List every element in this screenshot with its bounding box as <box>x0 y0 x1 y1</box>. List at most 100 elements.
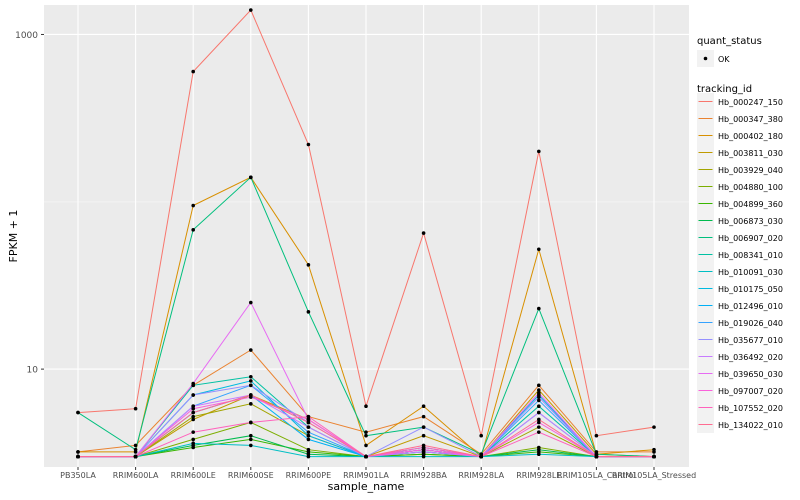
data-point <box>306 420 311 425</box>
data-point <box>249 8 253 12</box>
data-point <box>249 393 253 397</box>
data-point <box>421 433 426 438</box>
data-point <box>537 388 541 392</box>
data-point <box>421 443 426 448</box>
legend-series-label: Hb_019026_040 <box>718 319 783 328</box>
y-axis: 10 1000 <box>15 31 44 376</box>
data-point <box>537 404 541 409</box>
data-point <box>364 454 368 459</box>
data-point <box>306 263 311 267</box>
legend-series-label: Hb_035677_010 <box>718 336 783 345</box>
x-tick-label: RRIM105LA_Stressed <box>612 471 696 480</box>
legend-series-label: Hb_000347_380 <box>718 115 783 124</box>
legend-point-key <box>703 56 708 61</box>
data-point <box>306 417 311 422</box>
data-point <box>76 410 80 415</box>
data-point <box>306 430 311 434</box>
legend-series-label: Hb_000247_150 <box>718 98 783 107</box>
x-axis: PB350LA RRIM600LA RRIM600LE RRIM600SE RRIM60… <box>60 467 696 480</box>
data-point <box>191 404 195 409</box>
data-point <box>537 395 541 399</box>
data-point <box>306 414 311 419</box>
data-point <box>191 410 195 415</box>
legend-series-label: Hb_006873_030 <box>718 217 783 226</box>
data-point <box>191 228 195 232</box>
y-tick-label: 10 <box>27 366 39 376</box>
data-point <box>191 414 195 419</box>
data-point <box>191 441 195 446</box>
legend-quant-status-label: OK <box>718 55 730 64</box>
legend-series-label: Hb_036492_020 <box>718 353 783 362</box>
data-point <box>364 430 368 434</box>
data-point <box>537 447 541 452</box>
x-tick-label: RRIM928BA <box>400 471 447 480</box>
data-point <box>479 433 484 438</box>
data-point <box>191 69 195 74</box>
data-points <box>76 8 656 459</box>
data-point <box>364 433 368 438</box>
data-point <box>652 454 656 459</box>
data-point <box>306 454 311 459</box>
data-point <box>421 231 426 235</box>
data-point <box>249 379 253 383</box>
legend-series-label: Hb_134022_010 <box>718 421 783 430</box>
legend-series-label: Hb_010175_050 <box>718 285 783 294</box>
data-point <box>537 247 541 252</box>
y-axis-title: FPKM + 1 <box>7 210 20 263</box>
data-point <box>133 454 138 459</box>
x-tick-label: RRIM105LA_Control <box>557 471 636 480</box>
legend-series-label: Hb_010091_030 <box>718 268 783 277</box>
data-point <box>306 437 311 442</box>
data-point <box>421 454 426 459</box>
legend-series-label: Hb_097007_020 <box>718 387 783 396</box>
data-point <box>421 404 426 409</box>
data-point <box>537 398 541 403</box>
data-point <box>306 425 311 429</box>
legend-series-label: Hb_006907_020 <box>718 234 783 243</box>
legend-tracking-id-title: tracking_id <box>697 84 752 95</box>
data-point <box>306 142 311 147</box>
data-point <box>249 437 253 442</box>
data-point <box>537 417 541 422</box>
data-point <box>364 443 368 448</box>
data-point <box>537 383 541 388</box>
data-point <box>191 203 195 208</box>
x-tick-label: RRIM928LA <box>458 471 504 480</box>
data-point <box>306 310 311 314</box>
data-point <box>191 417 195 422</box>
x-tick-label: RRIM901LA <box>343 471 389 480</box>
data-point <box>594 454 599 459</box>
legend-series-label: Hb_000402_180 <box>718 132 783 141</box>
data-point <box>133 447 138 452</box>
data-point <box>364 404 368 409</box>
data-point <box>249 300 253 305</box>
data-point <box>249 374 253 379</box>
legend-series-label: Hb_003811_030 <box>718 149 783 158</box>
data-point <box>191 381 195 386</box>
data-point <box>133 443 138 448</box>
y-tick-label: 1000 <box>15 31 38 41</box>
data-point <box>249 433 253 438</box>
data-point <box>76 454 80 459</box>
legend-series-label: Hb_107552_020 <box>718 404 783 413</box>
data-point <box>421 425 426 429</box>
x-tick-label: PB350LA <box>60 471 96 480</box>
legend-quant-status-title: quant_status <box>697 36 762 47</box>
data-point <box>249 402 253 406</box>
legend-series-label: Hb_004880_100 <box>718 183 783 192</box>
data-point <box>306 433 311 438</box>
data-point <box>537 149 541 154</box>
data-point <box>191 406 195 411</box>
data-point <box>652 425 656 429</box>
data-point <box>249 175 253 180</box>
data-point <box>249 420 253 425</box>
data-point <box>537 420 541 425</box>
data-point <box>537 430 541 434</box>
data-point <box>249 348 253 352</box>
x-tick-label: RRIM600SE <box>228 471 274 480</box>
data-point <box>537 391 541 395</box>
x-tick-label: RRIM600LE <box>171 471 216 480</box>
data-point <box>537 306 541 311</box>
grid-lines <box>44 5 689 467</box>
